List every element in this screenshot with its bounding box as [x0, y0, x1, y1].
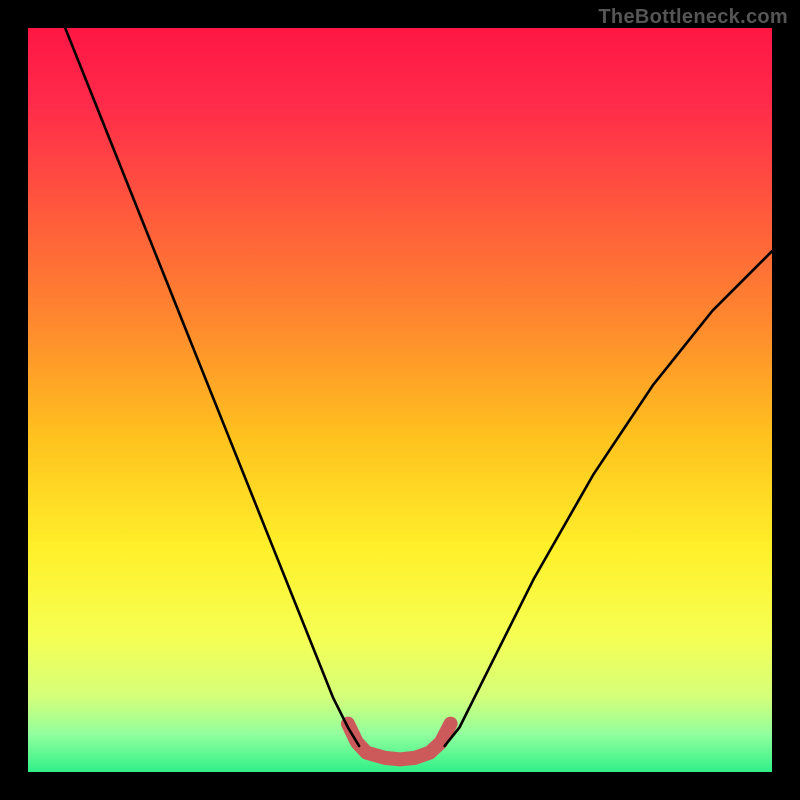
- bottleneck-curve-chart: [0, 0, 800, 800]
- watermark-text: TheBottleneck.com: [598, 6, 788, 29]
- chart-container: TheBottleneck.com: [0, 0, 800, 800]
- chart-gradient-area: [28, 28, 772, 772]
